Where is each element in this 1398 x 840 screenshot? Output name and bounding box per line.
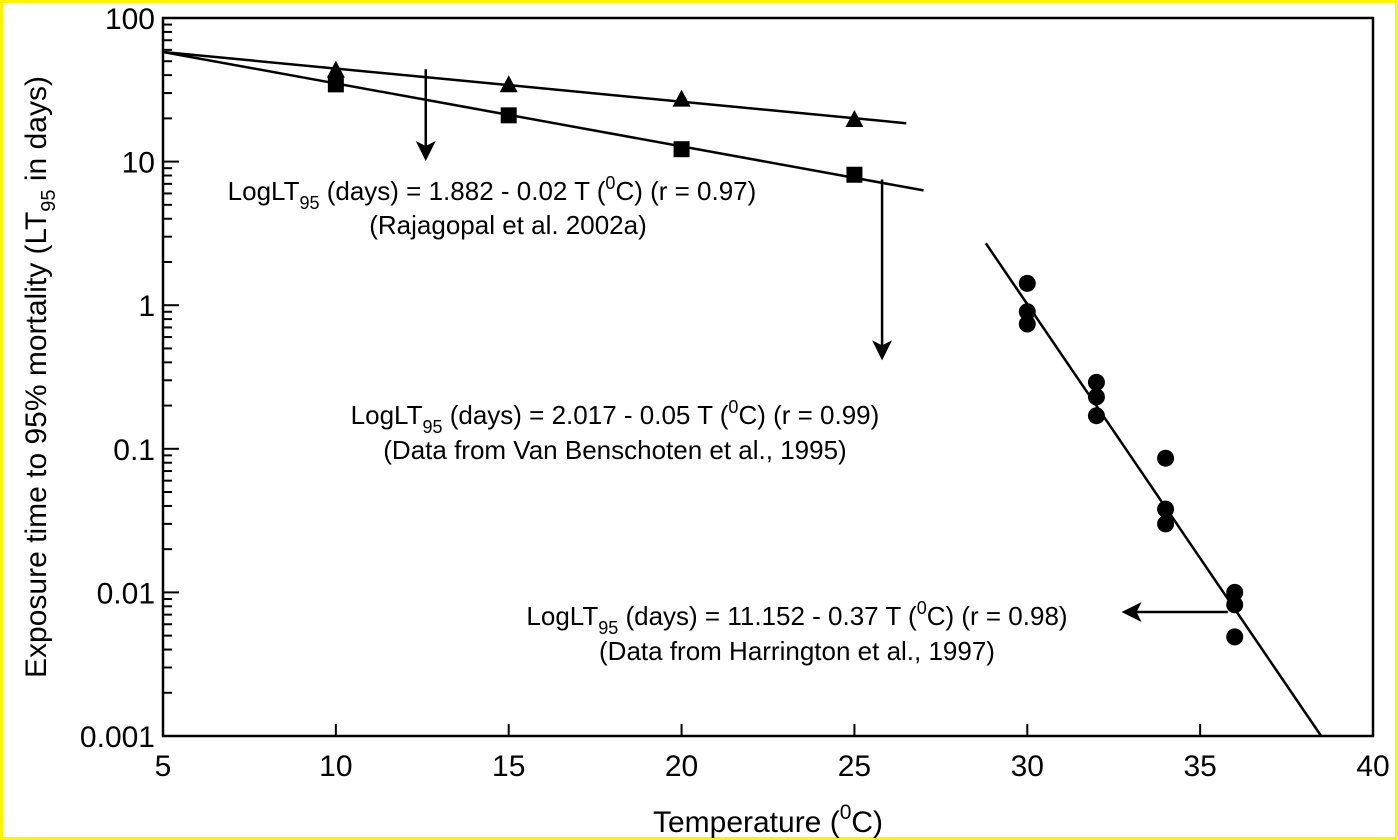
equation-1-source: (Rajagopal et al. 2002a): [369, 210, 647, 240]
square-point: [327, 76, 344, 93]
tick-labels: 5 10 15 20 25 30 35 40 0.001 0.01 0.1 1 10 100: [80, 3, 1390, 783]
square-point: [500, 107, 517, 124]
circle-point: [1157, 515, 1175, 533]
circle-point: [1226, 596, 1244, 614]
data-points: [326, 60, 1244, 646]
y-tick-label: 1: [138, 290, 155, 323]
circle-point: [1226, 583, 1244, 601]
circle-point: [1157, 500, 1175, 518]
circle-point: [1087, 407, 1105, 425]
triangle-point: [326, 60, 345, 78]
triangle-point: [672, 89, 691, 107]
y-tick-label: 100: [105, 3, 155, 36]
circle-point: [1087, 388, 1105, 406]
equation-3-source: (Data from Harrington et al., 1997): [599, 636, 995, 666]
x-tick-label: 20: [665, 750, 698, 783]
equation-2-line-1: LogLT95 (days) = 2.017 - 0.05 T (0C) (r …: [351, 397, 880, 437]
y-tick-label: 0.001: [80, 721, 155, 754]
circle-point: [1087, 373, 1105, 391]
equation-2-source: (Data from Van Benschoten et al., 1995): [383, 435, 846, 465]
fit-lines: [162, 50, 1323, 737]
square-point: [846, 166, 863, 183]
x-tick-label: 30: [1011, 750, 1044, 783]
y-tick-label: 10: [122, 147, 155, 180]
triangle-point: [845, 109, 864, 127]
annotation-arrows: [415, 69, 1228, 623]
circle-point: [1018, 303, 1036, 321]
x-tick-label: 40: [1356, 750, 1389, 783]
fit-line-1: [162, 50, 907, 125]
circle-point: [1018, 274, 1036, 292]
y-tick-label: 0.01: [97, 577, 155, 610]
y-tick-label: 0.1: [113, 434, 155, 467]
axis-ticks: [162, 17, 1374, 737]
plot-area: [161, 16, 1375, 738]
circle-point: [1226, 628, 1244, 646]
circle-point: [1157, 449, 1175, 467]
fit-line-2: [162, 50, 924, 192]
x-tick-label: 35: [1183, 750, 1216, 783]
x-tick-label: 10: [319, 750, 352, 783]
x-tick-label: 25: [838, 750, 871, 783]
equation-3-line-1: LogLT95 (days) = 11.152 - 0.37 T (0C) (r…: [526, 598, 1067, 638]
x-axis-title: Temperature (0C): [653, 801, 883, 839]
circle-point: [1018, 315, 1036, 333]
square-point: [673, 141, 690, 158]
x-tick-label: 5: [155, 750, 172, 783]
x-tick-label: 15: [492, 750, 525, 783]
y-axis-title: Exposure time to 95% mortality (LT95 in …: [20, 76, 60, 678]
triangle-point: [499, 75, 518, 93]
fit-line-3: [984, 242, 1323, 737]
equation-1-line-1: LogLT95 (days) = 1.882 - 0.02 T (0C) (r …: [228, 173, 757, 213]
